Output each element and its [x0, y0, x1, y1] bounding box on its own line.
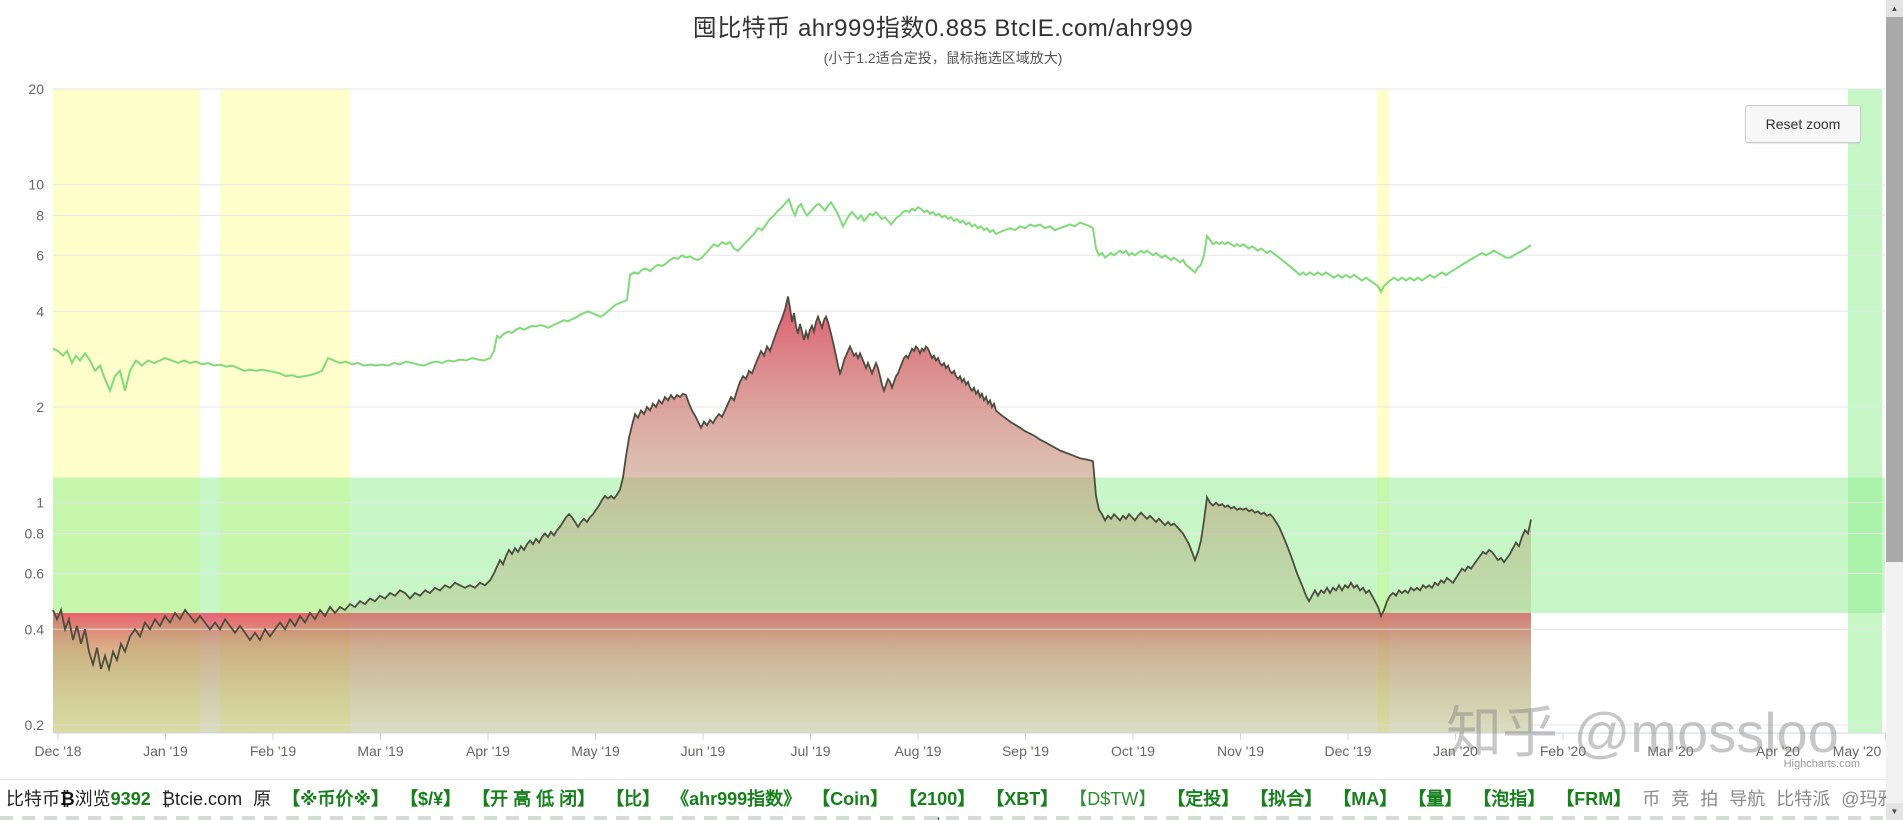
- footer-text: 9392: [110, 789, 151, 809]
- footer-link[interactable]: 拍: [1700, 789, 1719, 809]
- footer-link[interactable]: 币: [1642, 789, 1661, 809]
- footer-link[interactable]: 【FRM】: [1556, 789, 1632, 809]
- footer-second-row-link[interactable]: andy: [912, 814, 949, 820]
- footer-link[interactable]: ₿tcie.com: [161, 789, 243, 809]
- footer-row: 比特币₿浏览9392 ₿tcie.com 原【※币价※】 【$/¥】 【开 高 低 闭】…: [0, 780, 1886, 811]
- x-axis-label: Feb '20: [1540, 743, 1586, 759]
- footer-link[interactable]: @玛雅: [1841, 789, 1886, 809]
- footer-links-bar: 比特币₿浏览9392 ₿tcie.com 原【※币价※】 【$/¥】 【开 高 低 闭】…: [0, 779, 1886, 820]
- y-axis-label: 2: [36, 399, 44, 415]
- y-axis-label: 0.6: [25, 565, 45, 581]
- chart-title: 囤比特币 ahr999指数0.885 BtcIE.com/ahr999: [692, 15, 1194, 42]
- y-axis-label: 4: [36, 303, 44, 319]
- footer-link[interactable]: 【开 高 低 闭】: [472, 789, 596, 809]
- x-axis-label: May '19: [571, 743, 620, 759]
- footer-link[interactable]: 竞: [1671, 789, 1690, 809]
- footer-link[interactable]: 【泡指】: [1473, 789, 1546, 809]
- x-axis-label: May '20: [1833, 743, 1882, 759]
- y-axis-label: 8: [36, 208, 44, 224]
- footer-link[interactable]: 【MA】: [1333, 789, 1398, 809]
- footer-link[interactable]: 【$/¥】: [400, 789, 462, 809]
- x-axis-label: Nov '19: [1217, 743, 1264, 759]
- plot-area[interactable]: 20 10 8 6 4 2 1 0.8 0.6 0.4 0.2 Dec '18 Jan '19 Feb '…: [0, 0, 1886, 778]
- ahr999-index-line-series[interactable]: [52, 296, 1532, 673]
- y-axis-label: 0.2: [25, 717, 45, 733]
- footer-link[interactable]: 比特派: [1776, 789, 1831, 809]
- series-layer[interactable]: [52, 197, 1532, 734]
- x-axis-label: Jun '19: [681, 743, 726, 759]
- scrollbar-down-arrow-icon[interactable]: ▼: [1886, 803, 1903, 820]
- x-axis-label: Mar '19: [357, 743, 403, 759]
- x-axis-label: Dec '19: [1324, 743, 1371, 759]
- footer-link[interactable]: 【定投】: [1167, 789, 1240, 809]
- x-axis-label: Dec '18: [34, 743, 81, 759]
- footer-link[interactable]: 【比】: [606, 789, 661, 809]
- scrollbar-up-arrow-icon[interactable]: ▲: [1886, 0, 1903, 17]
- footer-link[interactable]: 【量】: [1408, 789, 1463, 809]
- scrollbar-thumb[interactable]: [1886, 17, 1903, 562]
- axis-labels-layer: 20 10 8 6 4 2 1 0.8 0.6 0.4 0.2 Dec '18 Jan '19 Feb '…: [25, 81, 1882, 759]
- footer-text: 原: [253, 789, 272, 809]
- y-axis-label: 0.4: [25, 621, 45, 637]
- y-axis-label: 20: [28, 81, 44, 97]
- green-vertical-band: [1848, 89, 1882, 733]
- x-axis-label: Sep '19: [1002, 743, 1049, 759]
- footer-link[interactable]: 《ahr999指数》: [671, 789, 802, 809]
- footer-link[interactable]: 【Coin】: [812, 789, 889, 809]
- browser-scrollbar[interactable]: ▲ ▼: [1886, 0, 1903, 820]
- footer-link[interactable]: 【拟合】: [1250, 789, 1323, 809]
- footer-link[interactable]: 【D$TW】: [1069, 789, 1157, 809]
- footer-link[interactable]: 【2100】: [899, 789, 976, 809]
- footer-text: 浏览: [74, 789, 111, 809]
- clipped-second-row-text: [0, 816, 1886, 820]
- footer-link[interactable]: 导航: [1729, 789, 1766, 809]
- x-axis-label: Mar '20: [1647, 743, 1693, 759]
- footer-link[interactable]: 【※币价※】: [282, 789, 390, 809]
- x-axis-label: Jan '19: [143, 743, 188, 759]
- x-axis-label: Jul '19: [790, 743, 830, 759]
- y-axis-label: 6: [36, 247, 44, 263]
- x-axis-label: Apr '20: [1756, 743, 1800, 759]
- x-axis-label: Feb '19: [250, 743, 296, 759]
- x-axis-label: Apr '19: [466, 743, 510, 759]
- chart-subtitle: (小于1.2适合定投，鼠标拖选区域放大): [823, 50, 1063, 66]
- footer-text: 比特币: [6, 789, 60, 809]
- x-axis-label: Oct '19: [1111, 743, 1155, 759]
- price-line-series[interactable]: [52, 197, 1532, 394]
- footer-text: ₿: [60, 789, 75, 809]
- x-axis-label: Jan '20: [1433, 743, 1478, 759]
- highcharts-credit-link[interactable]: Highcharts.com: [1783, 758, 1860, 770]
- reset-zoom-button[interactable]: Reset zoom: [1745, 105, 1861, 143]
- x-axis-label: Aug '19: [894, 743, 941, 759]
- footer-link[interactable]: 【XBT】: [986, 789, 1059, 809]
- y-axis-label: 1: [36, 495, 44, 511]
- y-axis-label: 10: [28, 177, 44, 193]
- chart-container: 囤比特币 ahr999指数0.885 BtcIE.com/ahr999 (小于1…: [0, 0, 1886, 778]
- y-axis-label: 0.8: [25, 526, 45, 542]
- axes-layer: [53, 732, 1886, 740]
- ahr999-area-fill[interactable]: [53, 296, 1531, 734]
